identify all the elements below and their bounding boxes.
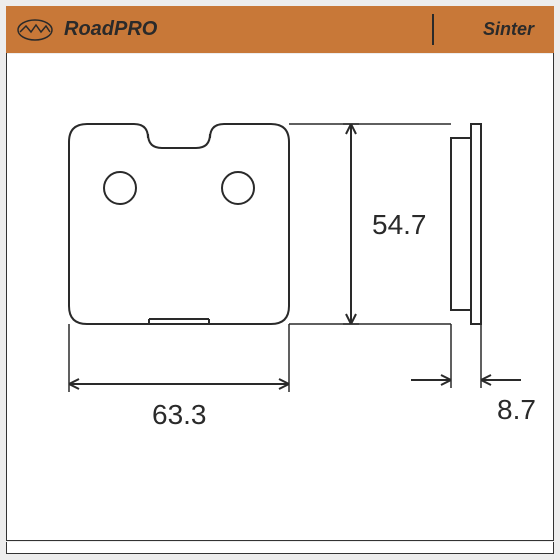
footer-gap	[6, 542, 554, 554]
brand-logo-icon	[16, 18, 54, 42]
dim-thickness-label: 8.7	[497, 394, 536, 426]
brand-suffix: PRO	[114, 18, 157, 40]
variant-label: Sinter	[483, 19, 534, 40]
dim-height-label: 54.7	[372, 209, 427, 241]
technical-diagram	[7, 54, 553, 540]
product-name: RoadPRO	[64, 18, 157, 41]
header-divider	[432, 14, 434, 45]
dim-width-label: 63.3	[152, 399, 207, 431]
header-bar: RoadPRO Sinter	[6, 6, 554, 53]
drawing-canvas: 54.7 63.3 8.7	[7, 54, 553, 540]
brand-prefix: Road	[64, 18, 114, 40]
